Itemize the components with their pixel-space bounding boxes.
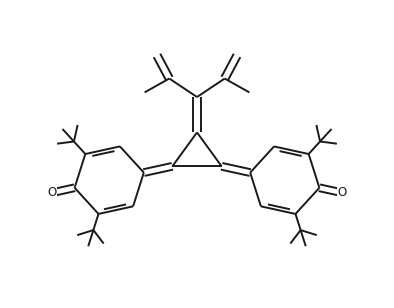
Text: O: O	[47, 186, 57, 199]
Text: O: O	[337, 186, 347, 199]
